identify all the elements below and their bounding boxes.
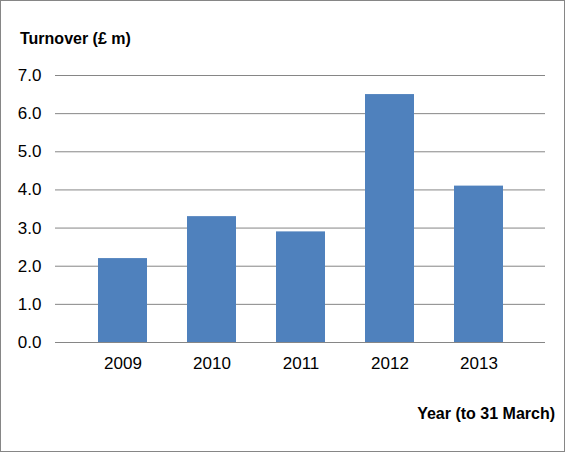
- svg-text:2011: 2011: [283, 354, 320, 373]
- svg-text:2012: 2012: [371, 354, 409, 373]
- svg-text:7.0: 7.0: [18, 66, 42, 85]
- svg-text:2010: 2010: [193, 354, 231, 373]
- svg-text:2013: 2013: [460, 354, 498, 373]
- svg-text:0.0: 0.0: [18, 333, 42, 352]
- svg-text:6.0: 6.0: [18, 104, 42, 123]
- html-text:Turnover (£ m): Turnover (£ m): [20, 30, 131, 47]
- svg-text:1.0: 1.0: [18, 295, 42, 314]
- svg-text:5.0: 5.0: [18, 142, 42, 161]
- html-text:Year (to 31 March): Year (to 31 March): [417, 405, 555, 422]
- svg-text:2009: 2009: [104, 354, 142, 373]
- svg-text:4.0: 4.0: [18, 180, 42, 199]
- svg-text:3.0: 3.0: [18, 219, 42, 238]
- svg-text:2.0: 2.0: [18, 257, 42, 276]
